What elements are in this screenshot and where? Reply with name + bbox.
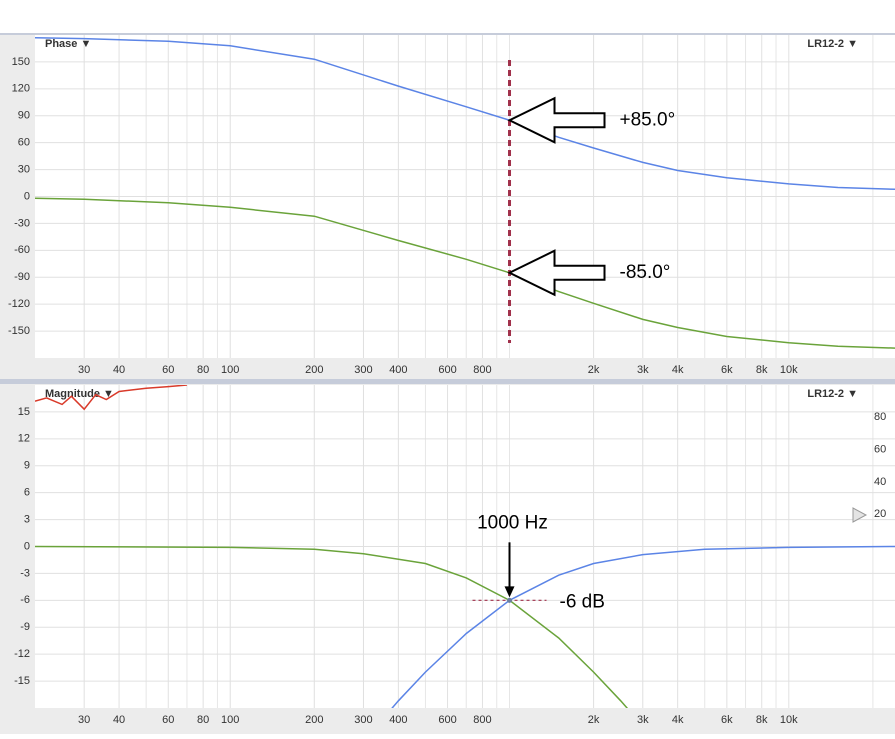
y-tick-label: -90: [14, 271, 30, 283]
y-tick-label: 30: [18, 163, 30, 175]
x-tick-label: 40: [113, 364, 125, 376]
x-tick-label: 60: [162, 364, 174, 376]
y-tick-label: 0: [24, 190, 30, 202]
y-tick-label: -12: [14, 648, 30, 660]
y-tick-label: 9: [24, 460, 30, 472]
x-tick-label: 8k: [756, 364, 768, 376]
annotation-text: 1000 Hz: [477, 512, 548, 533]
panel-separator: [0, 379, 895, 384]
x-tick-label: 3k: [637, 714, 649, 726]
x-tick-label: 80: [197, 364, 209, 376]
x-tick-label: 3k: [637, 364, 649, 376]
y-tick-label: 150: [12, 56, 30, 68]
y-tick-label: 90: [18, 110, 30, 122]
x-tick-label: 400: [389, 714, 407, 726]
y2-tick-label: 60: [874, 444, 886, 456]
y-tick-label: 120: [12, 83, 30, 95]
annotation-text: -6 dB: [560, 591, 605, 612]
y-tick-label: -6: [20, 594, 30, 606]
x-tick-label: 6k: [721, 714, 733, 726]
x-tick-label: 4k: [672, 714, 684, 726]
panel-border: [0, 33, 895, 35]
y-tick-label: -9: [20, 621, 30, 633]
x-tick-label: 2k: [588, 364, 600, 376]
y-tick-label: -15: [14, 675, 30, 687]
y-tick-label: 60: [18, 137, 30, 149]
y-tick-label: -3: [20, 567, 30, 579]
panel-title: Phase ▼: [45, 38, 91, 50]
x-tick-label: 100: [221, 714, 239, 726]
x-tick-label: 60: [162, 714, 174, 726]
x-tick-label: 30: [78, 714, 90, 726]
x-tick-label: 800: [473, 714, 491, 726]
x-tick-label: 800: [473, 364, 491, 376]
x-tick-label: 300: [354, 364, 372, 376]
y-tick-label: 3: [24, 513, 30, 525]
y2-tick-label: 40: [874, 476, 886, 488]
x-tick-label: 6k: [721, 364, 733, 376]
x-tick-label: 400: [389, 364, 407, 376]
y-tick-label: -60: [14, 244, 30, 256]
panel-menu: LR12-2 ▼: [807, 38, 858, 50]
crossover-point: [507, 598, 512, 603]
x-tick-label: 4k: [672, 364, 684, 376]
y-tick-label: -120: [8, 298, 30, 310]
y-tick-label: -150: [8, 325, 30, 337]
y2-tick-label: 20: [874, 508, 886, 520]
panel-menu: LR12-2 ▼: [807, 388, 858, 400]
y-tick-label: 0: [24, 540, 30, 552]
y-tick-label: 15: [18, 406, 30, 418]
annotation-text: -85.0°: [620, 262, 671, 283]
x-tick-label: 30: [78, 364, 90, 376]
x-tick-label: 300: [354, 714, 372, 726]
x-tick-label: 8k: [756, 714, 768, 726]
y2-tick-label: 80: [874, 411, 886, 423]
x-tick-label: 40: [113, 714, 125, 726]
x-tick-label: 10k: [780, 364, 798, 376]
x-tick-label: 200: [305, 714, 323, 726]
x-tick-label: 600: [438, 714, 456, 726]
x-tick-label: 10k: [780, 714, 798, 726]
x-tick-label: 2k: [588, 714, 600, 726]
x-tick-label: 100: [221, 364, 239, 376]
annotation-text: +85.0°: [620, 109, 676, 130]
x-tick-label: 600: [438, 364, 456, 376]
x-tick-label: 80: [197, 714, 209, 726]
y-tick-label: 6: [24, 487, 30, 499]
y-tick-label: -30: [14, 217, 30, 229]
y-tick-label: 12: [18, 433, 30, 445]
x-tick-label: 200: [305, 364, 323, 376]
